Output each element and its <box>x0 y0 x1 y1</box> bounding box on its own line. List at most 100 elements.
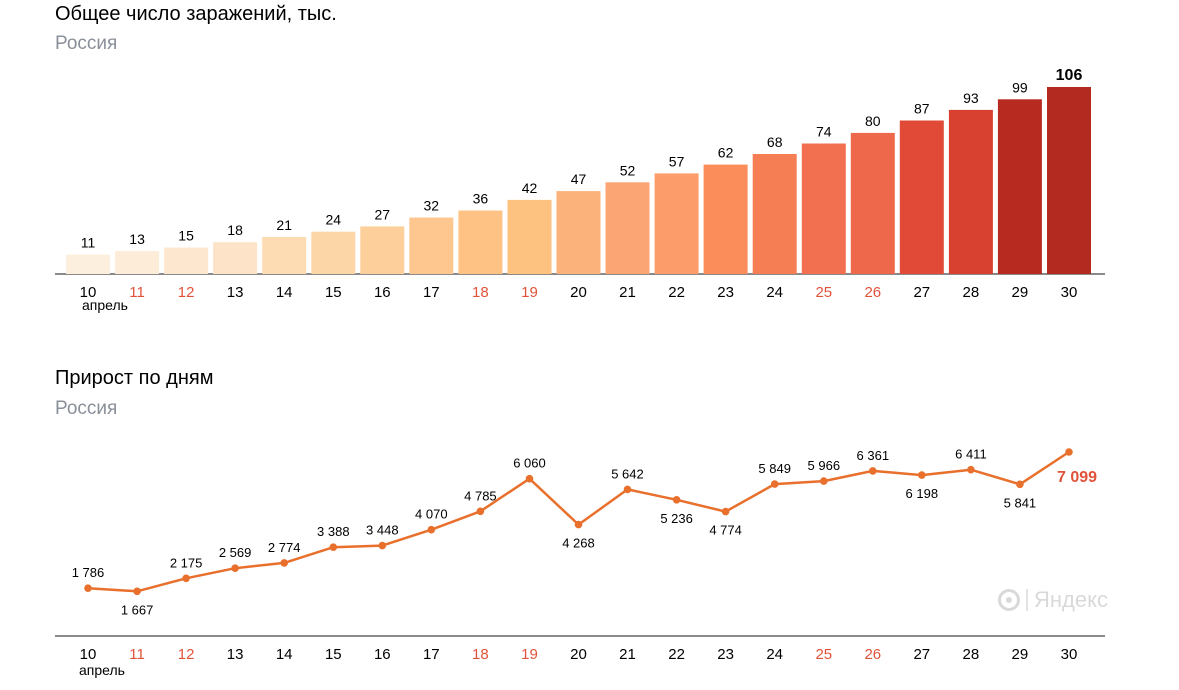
chart-subtitle-total: Россия <box>55 33 118 54</box>
line-x-tick-17: 17 <box>423 646 440 663</box>
bar-27 <box>899 120 944 274</box>
bar-x-tick-16: 16 <box>374 284 391 301</box>
bar-x-tick-13: 13 <box>227 284 244 301</box>
line-x-tick-12: 12 <box>178 646 195 663</box>
point-value-label-25: 5 966 <box>808 458 841 473</box>
line-x-tick-13: 13 <box>227 646 244 663</box>
point-value-label-19: 6 060 <box>513 456 546 471</box>
point-value-label-30: 7 099 <box>1057 469 1097 486</box>
bar-20 <box>556 191 601 274</box>
bar-value-label-14: 21 <box>276 217 292 233</box>
bar-value-label-17: 32 <box>424 198 440 214</box>
bar-value-label-29: 99 <box>1012 79 1028 95</box>
watermark-divider <box>1026 589 1028 611</box>
daily-growth-line-chart: 1 786 10 1 667 11 2 175 12 2 569 13 2 774 14 3 388… <box>55 447 1105 678</box>
point-value-label-29: 5 841 <box>1004 495 1037 510</box>
bar-18 <box>458 210 503 274</box>
bar-17 <box>409 217 454 274</box>
bar-x-tick-22: 22 <box>668 284 685 301</box>
point-value-label-26: 6 361 <box>857 448 890 463</box>
bar-value-label-23: 62 <box>718 145 734 161</box>
point-value-label-22: 5 236 <box>660 511 693 526</box>
point-20 <box>574 520 583 529</box>
line-x-tick-22: 22 <box>668 646 685 663</box>
bar-value-label-12: 15 <box>178 228 194 244</box>
point-30 <box>1065 448 1073 456</box>
watermark-text: Яндекс <box>1034 587 1108 612</box>
point-10 <box>84 584 92 592</box>
bar-x-tick-18: 18 <box>472 284 489 301</box>
bar-19 <box>507 199 552 274</box>
bar-x-tick-24: 24 <box>766 284 783 301</box>
bar-12 <box>164 247 209 274</box>
bar-x-tick-17: 17 <box>423 284 440 301</box>
line-month-label: апрель <box>79 662 125 678</box>
bar-x-tick-27: 27 <box>913 284 930 301</box>
yandex-watermark: Яндекс <box>998 587 1108 613</box>
bar-x-tick-19: 19 <box>521 284 538 301</box>
point-15 <box>329 543 338 551</box>
point-29 <box>1016 480 1024 489</box>
line-x-tick-24: 24 <box>766 646 783 663</box>
point-13 <box>231 564 239 572</box>
bar-28 <box>948 109 993 275</box>
point-value-label-24: 5 849 <box>758 461 791 476</box>
point-22 <box>672 496 681 504</box>
point-value-label-16: 3 448 <box>366 523 399 538</box>
bar-25 <box>801 143 846 274</box>
point-18 <box>476 507 485 516</box>
point-value-label-23: 4 774 <box>709 523 742 538</box>
line-x-tick-23: 23 <box>717 646 734 663</box>
point-16 <box>378 541 387 550</box>
point-14 <box>280 559 289 567</box>
line-x-tick-21: 21 <box>619 646 636 663</box>
bar-value-label-27: 87 <box>914 101 930 117</box>
point-value-label-14: 2 774 <box>268 540 301 555</box>
bar-x-tick-12: 12 <box>178 284 195 301</box>
chart-subtitle-daily: Россия <box>55 398 118 419</box>
point-value-label-15: 3 388 <box>317 524 350 539</box>
point-23 <box>721 507 730 516</box>
yandex-logo-icon <box>998 589 1020 611</box>
point-value-label-27: 6 198 <box>906 486 939 501</box>
point-11 <box>133 587 141 596</box>
point-25 <box>820 477 828 485</box>
point-value-label-18: 4 785 <box>464 488 497 503</box>
line-x-tick-27: 27 <box>913 646 930 663</box>
line-x-tick-20: 20 <box>570 646 587 663</box>
point-27 <box>918 471 926 479</box>
bar-24 <box>752 154 797 274</box>
bar-value-label-10: 11 <box>81 235 96 251</box>
point-value-label-20: 4 268 <box>562 536 595 551</box>
point-value-label-12: 2 175 <box>170 555 203 570</box>
bar-x-tick-10: 10 <box>80 284 97 301</box>
bar-value-label-11: 13 <box>129 231 145 247</box>
line-x-tick-10: 10 <box>80 646 97 663</box>
bar-x-tick-15: 15 <box>325 284 342 301</box>
total-infections-bar-chart: 11 10 13 11 15 12 18 13 21 14 24 15 27 16 32 17 36 18 42 19… <box>55 67 1105 313</box>
bar-29 <box>997 99 1042 274</box>
line-x-tick-18: 18 <box>472 646 489 663</box>
point-value-label-11: 1 667 <box>121 602 154 617</box>
bar-16 <box>360 226 405 274</box>
bar-23 <box>703 164 748 274</box>
bar-month-label: апрель <box>82 297 128 313</box>
bar-value-label-28: 93 <box>963 90 979 106</box>
bar-value-label-16: 27 <box>375 206 391 222</box>
bar-value-label-22: 57 <box>669 153 685 169</box>
bar-x-tick-21: 21 <box>619 284 636 301</box>
bar-x-tick-25: 25 <box>815 284 832 301</box>
line-x-tick-15: 15 <box>325 646 342 663</box>
bar-value-label-24: 68 <box>767 134 783 150</box>
point-21 <box>623 485 632 494</box>
bar-x-tick-26: 26 <box>864 284 881 301</box>
bar-21 <box>605 182 650 274</box>
line-x-tick-29: 29 <box>1012 646 1029 663</box>
bar-x-tick-20: 20 <box>570 284 587 301</box>
bar-14 <box>262 237 307 274</box>
bar-10 <box>66 254 110 274</box>
point-24 <box>770 480 779 488</box>
bar-x-tick-29: 29 <box>1012 284 1029 301</box>
line-x-tick-28: 28 <box>963 646 980 663</box>
